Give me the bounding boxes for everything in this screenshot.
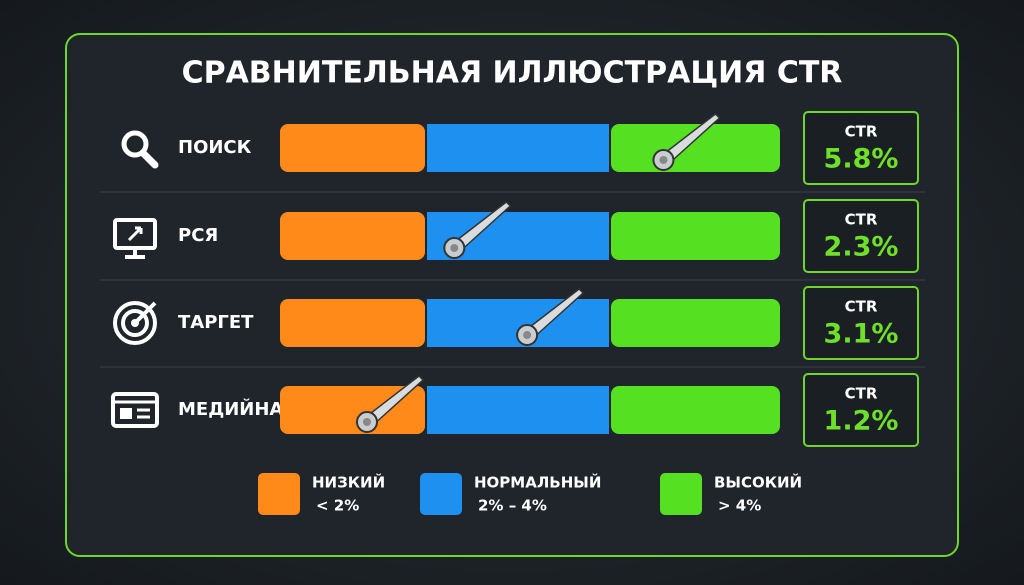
legend-swatch bbox=[420, 473, 462, 515]
zone-segment bbox=[427, 386, 609, 434]
row-label: РСЯ bbox=[178, 225, 218, 246]
zone-segment bbox=[611, 212, 780, 260]
ctr-box bbox=[803, 111, 919, 185]
needle bbox=[516, 288, 585, 346]
ctr-value: 1.2% bbox=[824, 406, 899, 437]
needle bbox=[356, 375, 425, 433]
legend-label: ВЫСОКИЙ bbox=[714, 473, 802, 492]
ctr-value: 2.3% bbox=[824, 232, 899, 263]
zone-segment bbox=[611, 386, 780, 434]
row-label: МЕДИЙНАЯ bbox=[178, 398, 297, 420]
legend-label: НИЗКИЙ bbox=[312, 473, 385, 492]
ctr-label: CTR bbox=[845, 123, 878, 141]
zone-segment bbox=[280, 299, 425, 347]
ctr-box bbox=[803, 199, 919, 273]
row-icon bbox=[121, 130, 159, 169]
legend-swatch bbox=[660, 473, 702, 515]
legend-range: < 2% bbox=[316, 497, 359, 515]
zone-segment bbox=[280, 386, 425, 434]
title: СРАВНИТЕЛЬНАЯ ИЛЛЮСТРАЦИЯ CTR bbox=[182, 56, 843, 91]
ctr-box bbox=[803, 286, 919, 360]
zone-segment bbox=[427, 124, 609, 172]
needle bbox=[652, 113, 721, 171]
ctr-label: CTR bbox=[845, 298, 878, 316]
ctr-box bbox=[803, 373, 919, 447]
row-icon bbox=[113, 301, 157, 345]
row-label: ПОИСК bbox=[178, 137, 252, 158]
legend-label: НОРМАЛЬНЫЙ bbox=[474, 473, 601, 492]
zone-segment bbox=[280, 124, 425, 172]
zone-segment bbox=[611, 299, 780, 347]
row-label: ТАРГЕТ bbox=[178, 312, 254, 333]
ctr-label: CTR bbox=[845, 385, 878, 403]
row-icon bbox=[113, 218, 157, 259]
ctr-value: 3.1% bbox=[824, 319, 899, 350]
row-icon bbox=[111, 392, 159, 428]
zone-segment bbox=[280, 212, 425, 260]
legend-swatch bbox=[258, 473, 300, 515]
legend-range: > 4% bbox=[718, 497, 761, 515]
legend-range: 2% – 4% bbox=[478, 497, 547, 515]
ctr-value: 5.8% bbox=[824, 144, 899, 175]
needle bbox=[443, 201, 512, 259]
ctr-label: CTR bbox=[845, 211, 878, 229]
